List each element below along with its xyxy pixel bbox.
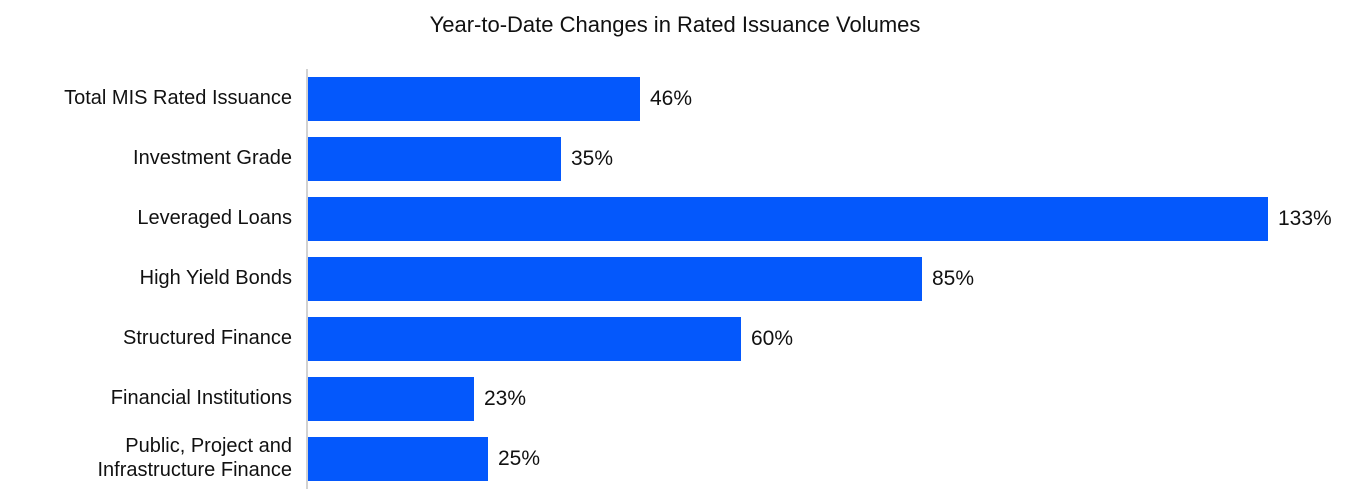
chart-title: Year-to-Date Changes in Rated Issuance V…: [429, 12, 921, 37]
chart-rows: Total MIS Rated Issuance 46% Investment Gr…: [0, 69, 1350, 489]
bar-track: 35%: [306, 137, 1350, 181]
bar: [308, 137, 561, 181]
chart-row: Leveraged Loans 133%: [0, 189, 1350, 249]
bar: [308, 317, 741, 361]
value-label: 85%: [932, 267, 975, 290]
bar: [308, 257, 922, 301]
bar: [308, 77, 640, 121]
bar-track: 46%: [306, 77, 1350, 121]
value-label: 60%: [751, 327, 794, 350]
category-label: Investment Grade: [133, 147, 292, 170]
category-label: Leveraged Loans: [137, 207, 292, 230]
bar: [308, 197, 1268, 241]
value-label: 23%: [484, 387, 527, 410]
category-label: Financial Institutions: [110, 387, 292, 410]
bar: [308, 377, 474, 421]
chart-row: Structured Finance 60%: [0, 309, 1350, 369]
chart-row: Total MIS Rated Issuance 46%: [0, 69, 1350, 129]
category-label: Total MIS Rated Issuance: [64, 87, 292, 110]
chart-row: Investment Grade 35%: [0, 129, 1350, 189]
chart-row: Financial Institutions 23%: [0, 369, 1350, 429]
bar-track: 25%: [306, 437, 1350, 481]
bar-track: 60%: [306, 317, 1350, 361]
y-axis-line: [306, 69, 308, 489]
chart-row: Public, Project and Infrastructure Finan…: [0, 429, 1350, 489]
category-label: Public, Project and Infrastructure Finan…: [97, 435, 292, 481]
bar-track: 23%: [306, 377, 1350, 421]
bar-track: 85%: [306, 257, 1350, 301]
value-label: 133%: [1278, 207, 1332, 230]
bar: [308, 437, 488, 481]
category-label: High Yield Bonds: [139, 267, 292, 290]
value-label: 25%: [498, 447, 541, 470]
bar-track: 133%: [306, 197, 1350, 241]
chart-row: High Yield Bonds 85%: [0, 249, 1350, 309]
category-label: Structured Finance: [123, 327, 292, 350]
value-label: 35%: [571, 147, 614, 170]
plot-area: Total MIS Rated Issuance 46% Investment Gr…: [0, 69, 1350, 489]
value-label: 46%: [650, 87, 693, 110]
